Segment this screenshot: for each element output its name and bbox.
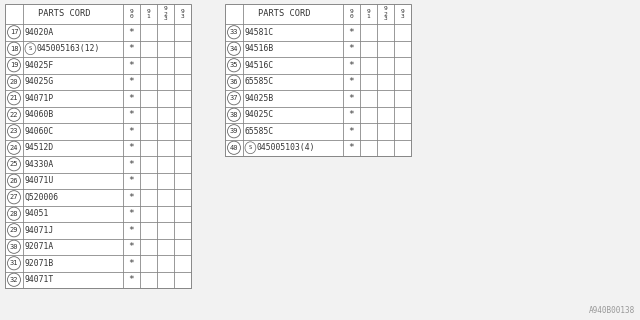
Text: *: *	[349, 61, 355, 70]
Text: 94051: 94051	[24, 209, 49, 218]
Text: 29: 29	[10, 227, 19, 233]
Text: *: *	[129, 176, 134, 185]
Text: *: *	[129, 226, 134, 235]
Text: 34: 34	[230, 46, 238, 52]
Text: 39: 39	[230, 128, 238, 134]
Text: 94071T: 94071T	[24, 275, 54, 284]
Text: 94025G: 94025G	[24, 77, 54, 86]
Text: *: *	[129, 77, 134, 86]
Text: *: *	[129, 259, 134, 268]
Text: 9
2
3: 9 2 3	[164, 6, 168, 21]
Text: *: *	[129, 61, 134, 70]
Text: 26: 26	[10, 178, 19, 184]
Text: 045005103(4): 045005103(4)	[256, 143, 315, 152]
Text: 94060B: 94060B	[24, 110, 54, 119]
Text: 25: 25	[10, 161, 19, 167]
Text: 31: 31	[10, 260, 19, 266]
Text: 94330A: 94330A	[24, 160, 54, 169]
Text: 9
3: 9 3	[401, 9, 404, 19]
Text: 33: 33	[230, 29, 238, 35]
Text: 94581C: 94581C	[244, 28, 274, 37]
Text: 36: 36	[230, 79, 238, 85]
Text: 94071J: 94071J	[24, 226, 54, 235]
Text: 18: 18	[10, 46, 19, 52]
Text: 94071P: 94071P	[24, 94, 54, 103]
Text: 20: 20	[10, 79, 19, 85]
Text: 27: 27	[10, 194, 19, 200]
Text: 9
1: 9 1	[367, 9, 371, 19]
Text: 21: 21	[10, 95, 19, 101]
Text: *: *	[129, 242, 134, 251]
Text: 17: 17	[10, 29, 19, 35]
Text: 65585C: 65585C	[244, 77, 274, 86]
Text: *: *	[129, 94, 134, 103]
Text: PARTS CORD: PARTS CORD	[38, 10, 90, 19]
Text: 9
2
3: 9 2 3	[383, 6, 387, 21]
Text: *: *	[349, 28, 355, 37]
Text: 23: 23	[10, 128, 19, 134]
Text: *: *	[129, 193, 134, 202]
Text: 94516B: 94516B	[244, 44, 274, 53]
Text: 94516C: 94516C	[244, 61, 274, 70]
Text: *: *	[349, 110, 355, 119]
Text: Q520006: Q520006	[24, 193, 59, 202]
Text: *: *	[129, 28, 134, 37]
Text: 94020A: 94020A	[24, 28, 54, 37]
Text: 9
0: 9 0	[130, 9, 133, 19]
Text: 045005163(12): 045005163(12)	[36, 44, 100, 53]
Text: 38: 38	[230, 112, 238, 118]
Bar	[225, 4, 411, 156]
Text: *: *	[129, 160, 134, 169]
Text: 40: 40	[230, 145, 238, 151]
Text: *: *	[129, 143, 134, 152]
Text: 28: 28	[10, 211, 19, 217]
Text: 94060C: 94060C	[24, 127, 54, 136]
Text: *: *	[349, 94, 355, 103]
Text: *: *	[129, 127, 134, 136]
Text: *: *	[349, 143, 355, 152]
Text: *: *	[349, 77, 355, 86]
Text: *: *	[349, 127, 355, 136]
Text: 94025C: 94025C	[244, 110, 274, 119]
Text: 65585C: 65585C	[244, 127, 274, 136]
Text: *: *	[129, 209, 134, 218]
Text: *: *	[349, 44, 355, 53]
Text: 30: 30	[10, 244, 19, 250]
Text: S: S	[29, 46, 32, 51]
Text: 35: 35	[230, 62, 238, 68]
Text: *: *	[129, 110, 134, 119]
Text: 24: 24	[10, 145, 19, 151]
Text: 9
0: 9 0	[349, 9, 353, 19]
Text: 37: 37	[230, 95, 238, 101]
Text: 9
1: 9 1	[147, 9, 150, 19]
Text: 92071B: 92071B	[24, 259, 54, 268]
Text: 32: 32	[10, 277, 19, 283]
Text: *: *	[129, 44, 134, 53]
Text: 19: 19	[10, 62, 19, 68]
Text: 92071A: 92071A	[24, 242, 54, 251]
Text: PARTS CORD: PARTS CORD	[258, 10, 310, 19]
Text: 9
3: 9 3	[180, 9, 184, 19]
Text: A940B00138: A940B00138	[589, 306, 635, 315]
Text: 22: 22	[10, 112, 19, 118]
Bar	[5, 4, 191, 288]
Text: 94025F: 94025F	[24, 61, 54, 70]
Text: S: S	[249, 145, 252, 150]
Text: 94512D: 94512D	[24, 143, 54, 152]
Text: 94071U: 94071U	[24, 176, 54, 185]
Text: *: *	[129, 275, 134, 284]
Text: 94025B: 94025B	[244, 94, 274, 103]
